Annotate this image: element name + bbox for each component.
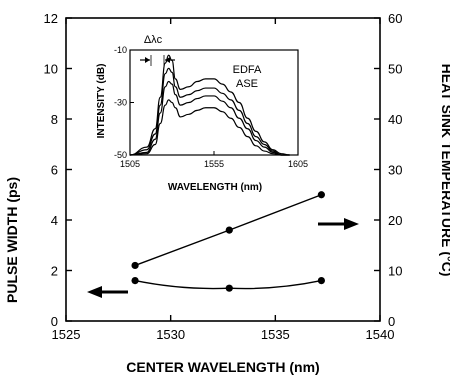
y-left-tick-label: 2	[51, 264, 58, 279]
y-left-tick-label: 12	[44, 11, 58, 26]
data-point	[131, 261, 139, 270]
inset-x-tick-label: 1605	[288, 159, 308, 169]
inset-axis-ticks: 1505 1555 1605 -10 -30 -50	[114, 45, 308, 169]
y-axis-right-title: HEAT SINK TEMPERATURE (°C)	[439, 64, 450, 277]
data-point	[317, 277, 325, 285]
inset-x-tick-label: 1505	[120, 159, 140, 169]
inset-legend-line-1: EDFA	[233, 64, 262, 76]
data-point	[131, 277, 139, 285]
delta-lambda-marker	[140, 55, 175, 66]
x-tick-label: 1530	[156, 327, 185, 342]
inset-spectrum-line-1	[129, 54, 290, 156]
inset-y-tick-label: -30	[114, 98, 127, 108]
y-left-tick-label: 4	[51, 213, 58, 228]
inset-y-tick-label: -50	[114, 150, 127, 160]
y-right-tick-label: 0	[388, 314, 395, 329]
inset-x-axis-title: WAVELENGTH (nm)	[168, 182, 262, 193]
inset-spectrum-line-3	[129, 80, 290, 156]
inset-y-axis-title: INTENSITY (dB)	[96, 64, 107, 139]
x-tick-label: 1525	[52, 327, 81, 342]
inset-x-tick-label: 1555	[204, 159, 224, 169]
y-right-tick-label: 50	[388, 62, 402, 77]
data-point	[317, 191, 325, 199]
inset-series-group	[129, 54, 290, 156]
x-tick-label: 1535	[261, 327, 290, 342]
x-tick-label: 1540	[366, 327, 395, 342]
main-series-arrows	[87, 218, 359, 298]
data-point	[225, 226, 233, 234]
data-point	[225, 284, 233, 292]
y-left-tick-label: 10	[44, 62, 58, 77]
inset-plot-frame	[129, 49, 299, 156]
y-left-tick-label: 6	[51, 163, 58, 178]
y-right-tick-label: 60	[388, 11, 402, 26]
y-axis-left-title: PULSE WIDTH (ps)	[4, 177, 20, 303]
y-right-tick-label: 20	[388, 213, 402, 228]
inset-legend-line-2: ASE	[236, 78, 258, 90]
inset-y-tick-label: -10	[114, 45, 127, 55]
left-axis-arrow-head	[87, 286, 102, 298]
inset-spectrum-line-4	[129, 99, 290, 156]
x-axis-title: CENTER WAVELENGTH (nm)	[126, 359, 319, 375]
y-right-tick-label: 40	[388, 112, 402, 127]
delta-lambda-label: Δλc	[144, 34, 163, 46]
y-right-tick-label: 10	[388, 264, 402, 279]
right-axis-arrow-head	[344, 218, 359, 230]
main-series-group	[131, 191, 325, 292]
y-left-tick-label: 0	[51, 314, 58, 329]
y-right-tick-label: 30	[388, 163, 402, 178]
y-left-tick-label: 8	[51, 112, 58, 127]
inset-spectrum-line-2	[129, 67, 290, 156]
